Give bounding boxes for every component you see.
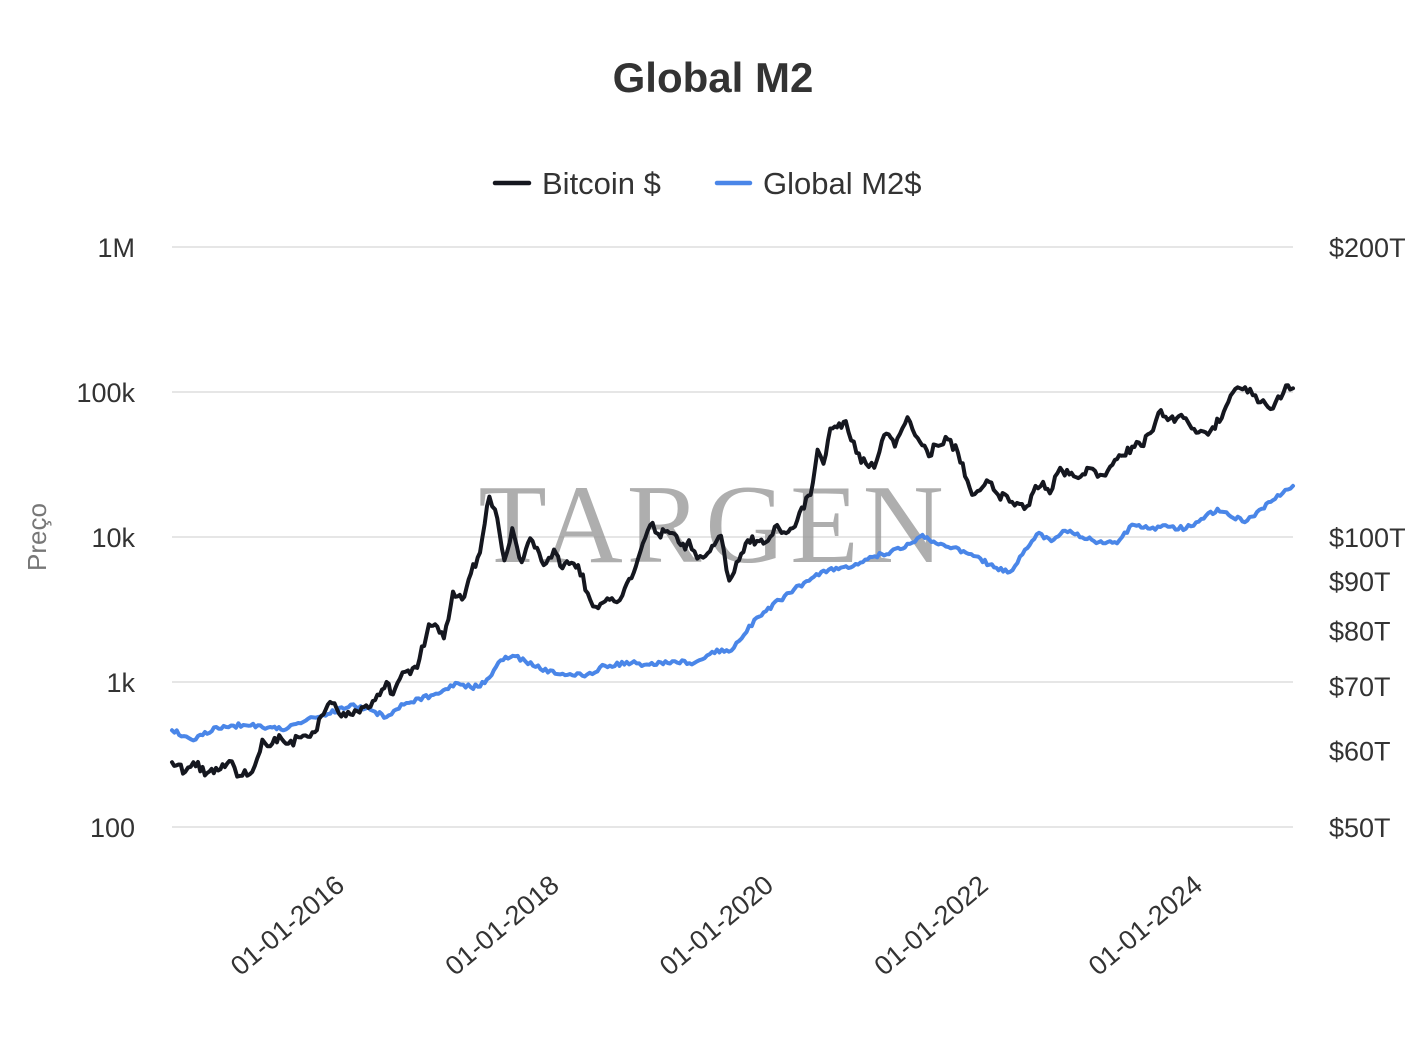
legend-label-bitcoin: Bitcoin $ <box>542 166 661 201</box>
gridlines <box>172 246 1293 828</box>
x-tick-01-01-2016: 01-01-2016 <box>225 870 350 982</box>
right-tick-70t: $70T <box>1329 672 1391 702</box>
left-tick-10k: 10k <box>91 523 135 553</box>
left-tick-100k: 100k <box>76 378 135 408</box>
left-tick-100: 100 <box>90 813 135 843</box>
watermark-text: TARGEN <box>478 463 947 587</box>
legend-item-bitcoin[interactable]: Bitcoin $ <box>492 166 661 201</box>
series-line-global-m2 <box>170 483 1295 743</box>
x-tick-01-01-2024: 01-01-2024 <box>1083 870 1208 982</box>
right-tick-90t: $90T <box>1329 567 1391 597</box>
legend-item-global-m2[interactable]: Global M2$ <box>714 166 922 201</box>
series-layer <box>170 383 1295 779</box>
y-axis-label: Preço <box>22 503 52 571</box>
x-tick-01-01-2022: 01-01-2022 <box>869 870 994 982</box>
left-axis-ticks: 100 1k 10k 100k 1M <box>76 233 135 843</box>
right-tick-50t: $50T <box>1329 813 1391 843</box>
x-tick-01-01-2018: 01-01-2018 <box>440 870 565 982</box>
right-tick-80t: $80T <box>1329 616 1391 646</box>
left-tick-1m: 1M <box>97 233 135 263</box>
right-axis-ticks: $50T $60T $70T $80T $90T $100T $200T <box>1329 233 1406 843</box>
right-tick-200t: $200T <box>1329 233 1406 263</box>
x-axis-ticks: 01-01-2016 01-01-2018 01-01-2020 01-01-2022… <box>225 870 1208 982</box>
right-tick-60t: $60T <box>1329 737 1391 767</box>
right-tick-100t: $100T <box>1329 523 1406 553</box>
legend-label-global-m2: Global M2$ <box>763 166 922 201</box>
x-tick-01-01-2020: 01-01-2020 <box>654 870 779 982</box>
left-tick-1k: 1k <box>106 668 135 698</box>
legend: Bitcoin $ Global M2$ <box>492 166 922 201</box>
chart-title: Global M2 <box>613 54 814 101</box>
series-line-bitcoin <box>170 383 1295 779</box>
